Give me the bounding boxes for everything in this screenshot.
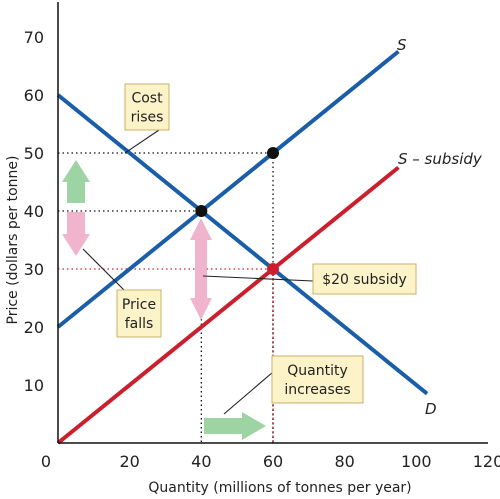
cost-rises-arrow bbox=[62, 160, 90, 203]
y-tick-70: 70 bbox=[24, 28, 44, 47]
subsidy-box-line-0: $20 subsidy bbox=[322, 272, 407, 288]
quantity-increases-box-bg bbox=[271, 355, 364, 404]
tick-labels: 0 20 40 60 80 100 120 10 20 30 40 50 60 70 bbox=[24, 28, 500, 471]
cost-rises-box-line-1: rises bbox=[131, 110, 164, 126]
price-falls-box-bg bbox=[116, 289, 162, 338]
quantity-increases-arrow bbox=[204, 412, 266, 440]
price-falls-box: Price falls bbox=[116, 289, 162, 338]
cost-rises-leader bbox=[124, 127, 163, 154]
price-falls-arrow bbox=[62, 212, 90, 256]
x-tick-40: 40 bbox=[191, 452, 211, 471]
curve-d bbox=[56, 93, 429, 396]
price-falls-box-line-0: Price bbox=[122, 297, 156, 313]
y-tick-50: 50 bbox=[24, 144, 44, 163]
x-tick-0: 0 bbox=[41, 452, 51, 471]
x-tick-20: 20 bbox=[119, 452, 139, 471]
quantity-increases-leader bbox=[223, 371, 274, 415]
equilibrium-point-2 bbox=[267, 263, 279, 275]
equilibrium-point-0 bbox=[195, 205, 208, 217]
y-tick-40: 40 bbox=[24, 202, 44, 221]
price-falls-leader bbox=[82, 248, 127, 293]
subsidy-double-arrow bbox=[190, 218, 212, 320]
price-falls-box-line-1: falls bbox=[125, 316, 154, 332]
cost-rises-box-bg bbox=[124, 83, 170, 131]
equilibrium-point-1 bbox=[267, 147, 279, 159]
quantity-increases-box-line-1: increases bbox=[284, 382, 350, 398]
cost-rises-box-line-0: Cost bbox=[131, 91, 163, 107]
subsidy-leader bbox=[202, 275, 314, 282]
y-tick-20: 20 bbox=[24, 318, 44, 337]
x-tick-60: 60 bbox=[263, 452, 283, 471]
points bbox=[195, 147, 279, 275]
y-axis-title: Price (dollars per tonne) bbox=[5, 156, 21, 325]
y-tick-60: 60 bbox=[24, 86, 44, 105]
curve-label-d: D bbox=[425, 400, 437, 418]
quantity-increases-box: Quantity increases bbox=[271, 355, 364, 404]
curve-labels: S S – subsidy D bbox=[397, 36, 483, 418]
annotations: Cost rises Price falls $20 subsidy Quantity in… bbox=[82, 83, 417, 415]
cost-rises-box: Cost rises bbox=[124, 83, 170, 131]
subsidy-box-bg bbox=[312, 263, 417, 295]
curve-s-subsidy bbox=[56, 165, 400, 445]
subsidy-box: $20 subsidy bbox=[312, 263, 417, 295]
x-tick-80: 80 bbox=[334, 452, 354, 471]
x-tick-120: 120 bbox=[473, 452, 500, 471]
quantity-increases-box-line-0: Quantity bbox=[287, 363, 348, 379]
x-tick-100: 100 bbox=[401, 452, 432, 471]
y-tick-30: 30 bbox=[24, 260, 44, 279]
axes bbox=[57, 2, 488, 444]
curve-label-s: S bbox=[397, 36, 407, 54]
curves bbox=[56, 49, 429, 445]
y-tick-10: 10 bbox=[24, 376, 44, 395]
curve-label-s-subsidy: S – subsidy bbox=[398, 150, 483, 168]
arrows bbox=[62, 160, 266, 440]
x-axis-title: Quantity (millions of tonnes per year) bbox=[148, 480, 411, 496]
